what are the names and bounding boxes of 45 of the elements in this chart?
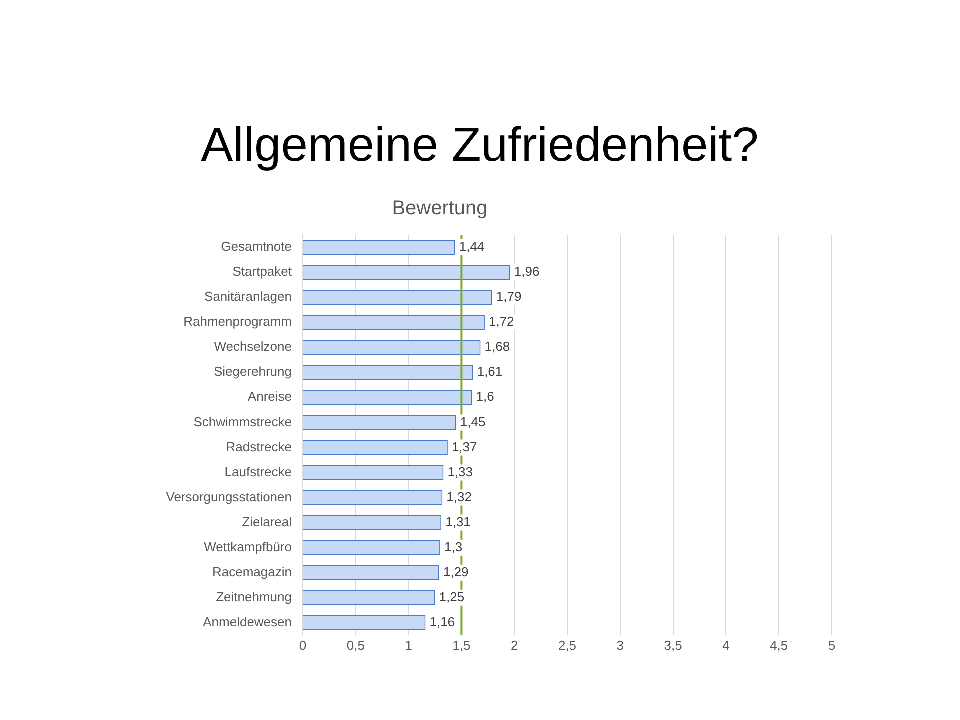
y-tick-label: Zeitnehmung [216,589,292,604]
chart-title: Bewertung [392,198,488,220]
x-tick-label: 5 [828,638,836,653]
x-tick-label: 3,5 [664,638,682,653]
data-label: 1,32 [446,489,472,504]
x-tick-label: 3 [616,638,624,653]
data-label: 1,45 [460,414,486,430]
data-label: 1,31 [446,514,471,530]
y-tick-label: Siegerehrung [214,364,292,380]
y-tick-label: Anmeldewesen [203,614,292,630]
y-tick-label: Racemagazin [212,564,292,580]
data-label: 1,79 [496,289,522,304]
x-tick-label: 1 [405,638,412,653]
data-label: 1,44 [459,239,485,254]
chart-subtitle: Allgemeine Zufriedenheit? [200,118,760,173]
x-tick-label: 1,5 [452,638,471,653]
y-tick-label: Radstrecke [226,439,292,454]
data-label: 1,6 [476,389,494,404]
y-tick-label: Versorgungsstationen [166,489,292,504]
data-label: 1,33 [448,464,474,480]
y-tick-label: Rahmenprogramm [184,314,292,330]
data-label: 1,25 [439,589,465,604]
data-label: 1,68 [484,339,510,354]
x-tick-label: 2,5 [558,638,577,653]
y-tick-label: Sanitäranlagen [204,289,292,304]
data-label: 1,96 [514,264,540,280]
data-label: 1,16 [430,614,456,630]
y-tick-label: Startpaket [232,264,292,280]
data-label: 1,72 [488,314,514,330]
x-tick-label: 4,5 [770,638,788,653]
data-label: 1,29 [443,564,469,580]
y-tick-label: Wettkampfbüro [204,539,292,554]
y-tick-label: Anreise [248,389,292,404]
x-tick-label: 0,5 [346,638,365,653]
x-tick-label: 4 [722,638,730,653]
x-tick-label: 2 [510,638,518,653]
data-label: 1,37 [452,439,478,454]
x-tick-label: 0 [299,638,307,653]
y-tick-label: Schwimmstrecke [194,414,292,430]
y-tick-label: Zielareal [242,514,292,530]
data-label: 1,3 [444,539,463,554]
y-tick-label: Gesamtnote [221,239,292,254]
y-tick-label: Wechselzone [214,339,292,354]
y-tick-label: Laufstrecke [224,464,292,480]
data-label: 1,61 [477,364,503,380]
